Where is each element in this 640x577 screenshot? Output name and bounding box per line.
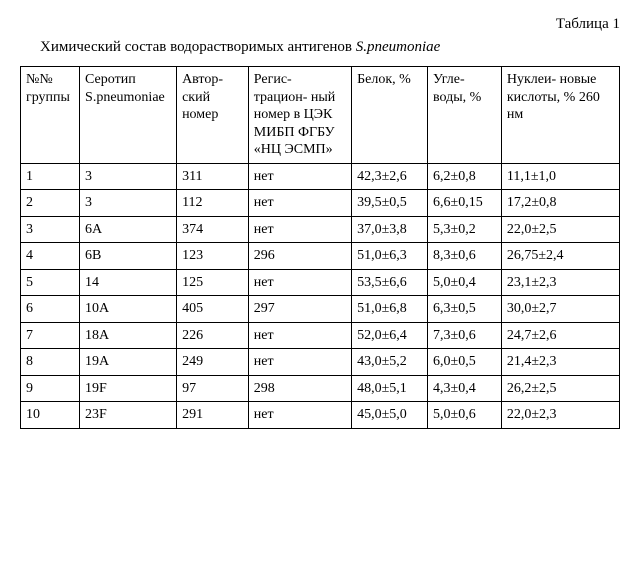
col-header-protein: Белок, % [352, 67, 428, 164]
table-cell: 39,5±0,5 [352, 190, 428, 217]
table-cell: 48,0±5,1 [352, 375, 428, 402]
table-cell: 6,2±0,8 [428, 163, 502, 190]
table-cell: 51,0±6,8 [352, 296, 428, 323]
table-cell: 22,0±2,5 [501, 216, 619, 243]
table-cell: 125 [177, 269, 249, 296]
table-cell: 51,0±6,3 [352, 243, 428, 270]
table-cell: 1 [21, 163, 80, 190]
table-cell: 21,4±2,3 [501, 349, 619, 376]
table-cell: нет [248, 349, 351, 376]
table-cell: 23F [80, 402, 177, 429]
table-cell: 24,7±2,6 [501, 322, 619, 349]
table-row: 610A40529751,0±6,86,3±0,530,0±2,7 [21, 296, 620, 323]
table-cell: 17,2±0,8 [501, 190, 619, 217]
table-cell: 10A [80, 296, 177, 323]
table-cell: нет [248, 269, 351, 296]
table-cell: 311 [177, 163, 249, 190]
table-cell: 18A [80, 322, 177, 349]
table-cell: 291 [177, 402, 249, 429]
table-number-label: Таблица 1 [20, 16, 620, 33]
caption-prefix: Химический состав водорастворимых антиге… [40, 39, 356, 55]
col-header-reg-no: Регис- трацион- ный номер в ЦЭК МИБП ФГБ… [248, 67, 351, 164]
table-cell: нет [248, 163, 351, 190]
table-row: 919F9729848,0±5,14,3±0,426,2±2,5 [21, 375, 620, 402]
table-cell: 6B [80, 243, 177, 270]
table-cell: 5 [21, 269, 80, 296]
table-cell: 3 [80, 190, 177, 217]
table-cell: 8 [21, 349, 80, 376]
table-cell: 6A [80, 216, 177, 243]
table-cell: 298 [248, 375, 351, 402]
table-cell: 9 [21, 375, 80, 402]
table-cell: 5,0±0,6 [428, 402, 502, 429]
table-row: 514125нет53,5±6,65,0±0,423,1±2,3 [21, 269, 620, 296]
table-cell: 6,0±0,5 [428, 349, 502, 376]
table-cell: 43,0±5,2 [352, 349, 428, 376]
table-cell: нет [248, 322, 351, 349]
table-cell: 14 [80, 269, 177, 296]
table-cell: 296 [248, 243, 351, 270]
table-cell: 6 [21, 296, 80, 323]
table-cell: нет [248, 190, 351, 217]
table-cell: 112 [177, 190, 249, 217]
table-cell: 3 [21, 216, 80, 243]
table-cell: 6,3±0,5 [428, 296, 502, 323]
table-cell: 11,1±1,0 [501, 163, 619, 190]
table-header-row: №№ группы Серотип S.pneumoniae Автор- ск… [21, 67, 620, 164]
table-row: 46B12329651,0±6,38,3±0,626,75±2,4 [21, 243, 620, 270]
table-cell: 22,0±2,3 [501, 402, 619, 429]
table-cell: нет [248, 402, 351, 429]
table-cell: 4 [21, 243, 80, 270]
table-body: 13311нет42,3±2,66,2±0,811,1±1,023112нет3… [21, 163, 620, 428]
table-cell: 4,3±0,4 [428, 375, 502, 402]
col-header-nucleic: Нуклеи- новые кислоты, % 260 нм [501, 67, 619, 164]
table-cell: 374 [177, 216, 249, 243]
table-cell: 42,3±2,6 [352, 163, 428, 190]
table-cell: 97 [177, 375, 249, 402]
table-cell: 52,0±6,4 [352, 322, 428, 349]
table-cell: 37,0±3,8 [352, 216, 428, 243]
table-cell: 405 [177, 296, 249, 323]
table-cell: 249 [177, 349, 249, 376]
table-row: 718A226нет52,0±6,47,3±0,624,7±2,6 [21, 322, 620, 349]
col-header-group: №№ группы [21, 67, 80, 164]
col-header-author-no: Автор- ский номер [177, 67, 249, 164]
table-cell: 53,5±6,6 [352, 269, 428, 296]
table-caption: Химический состав водорастворимых антиге… [40, 39, 620, 56]
table-cell: 7 [21, 322, 80, 349]
table-cell: 26,75±2,4 [501, 243, 619, 270]
col-header-carbs: Угле- воды, % [428, 67, 502, 164]
table-cell: 45,0±5,0 [352, 402, 428, 429]
table-cell: нет [248, 216, 351, 243]
table-row: 23112нет39,5±0,56,6±0,1517,2±0,8 [21, 190, 620, 217]
table-cell: 3 [80, 163, 177, 190]
table-cell: 26,2±2,5 [501, 375, 619, 402]
table-cell: 8,3±0,6 [428, 243, 502, 270]
table-cell: 23,1±2,3 [501, 269, 619, 296]
table-cell: 6,6±0,15 [428, 190, 502, 217]
table-cell: 30,0±2,7 [501, 296, 619, 323]
table-cell: 7,3±0,6 [428, 322, 502, 349]
table-cell: 19F [80, 375, 177, 402]
table-cell: 5,3±0,2 [428, 216, 502, 243]
table-cell: 297 [248, 296, 351, 323]
col-header-serotype: Серотип S.pneumoniae [80, 67, 177, 164]
table-row: 36A374нет37,0±3,85,3±0,222,0±2,5 [21, 216, 620, 243]
table-row: 1023F291нет45,0±5,05,0±0,622,0±2,3 [21, 402, 620, 429]
table-cell: 5,0±0,4 [428, 269, 502, 296]
table-cell: 19A [80, 349, 177, 376]
table-row: 13311нет42,3±2,66,2±0,811,1±1,0 [21, 163, 620, 190]
table-row: 819A249нет43,0±5,26,0±0,521,4±2,3 [21, 349, 620, 376]
table-cell: 123 [177, 243, 249, 270]
antigen-composition-table: №№ группы Серотип S.pneumoniae Автор- ск… [20, 66, 620, 429]
table-cell: 10 [21, 402, 80, 429]
table-cell: 2 [21, 190, 80, 217]
table-cell: 226 [177, 322, 249, 349]
caption-species: S.pneumoniae [356, 39, 441, 55]
